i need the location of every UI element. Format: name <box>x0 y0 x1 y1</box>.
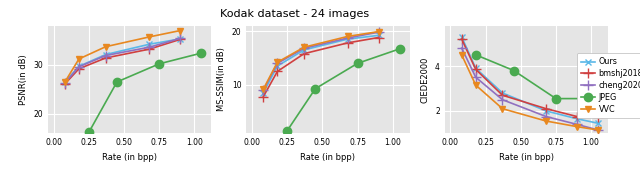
cheng2020 <box>300 47 308 49</box>
JPEG <box>198 52 205 54</box>
cheng2020 <box>472 76 479 78</box>
Line: VVC: VVC <box>458 51 602 134</box>
Ours <box>458 36 465 38</box>
Ours <box>102 54 109 56</box>
Line: cheng2020: cheng2020 <box>457 43 603 135</box>
Ours <box>472 67 479 69</box>
Line: cheng2020: cheng2020 <box>60 34 185 88</box>
bmshj2018 <box>61 83 68 85</box>
bmshj2018 <box>145 48 153 50</box>
Ours <box>300 49 308 51</box>
VVC <box>458 54 465 56</box>
bmshj2018 <box>75 68 83 70</box>
bmshj2018 <box>458 38 465 40</box>
Line: JPEG: JPEG <box>283 45 404 135</box>
Line: cheng2020: cheng2020 <box>259 27 383 95</box>
bmshj2018 <box>102 57 109 59</box>
JPEG <box>354 62 362 64</box>
Ours <box>75 65 83 67</box>
JPEG <box>113 81 121 83</box>
cheng2020 <box>61 82 68 84</box>
cheng2020 <box>75 66 83 68</box>
Y-axis label: MS-SSIM(in dB): MS-SSIM(in dB) <box>218 48 227 111</box>
Ours <box>375 34 383 36</box>
X-axis label: Rate (in bpp): Rate (in bpp) <box>301 153 355 162</box>
bmshj2018 <box>259 96 267 98</box>
cheng2020 <box>102 55 109 57</box>
Ours <box>61 81 68 83</box>
JPEG <box>595 98 602 100</box>
JPEG <box>156 63 163 65</box>
bmshj2018 <box>595 116 602 118</box>
VVC <box>102 46 109 48</box>
VVC <box>300 46 308 48</box>
Line: VVC: VVC <box>61 27 184 86</box>
Ours <box>499 92 506 94</box>
VVC <box>499 108 506 110</box>
Ours <box>595 122 602 124</box>
Y-axis label: PSNR(in dB): PSNR(in dB) <box>19 54 28 105</box>
bmshj2018 <box>573 116 581 118</box>
VVC <box>273 61 281 63</box>
Line: bmshj2018: bmshj2018 <box>60 35 185 89</box>
VVC <box>472 84 479 86</box>
cheng2020 <box>344 37 351 39</box>
cheng2020 <box>542 116 550 118</box>
Line: VVC: VVC <box>260 28 382 93</box>
JPEG <box>85 131 93 133</box>
bmshj2018 <box>344 42 351 44</box>
bmshj2018 <box>300 53 308 55</box>
Line: JPEG: JPEG <box>84 49 205 137</box>
VVC <box>61 81 68 83</box>
Ours <box>273 65 281 67</box>
VVC <box>145 36 153 38</box>
cheng2020 <box>458 47 465 49</box>
Line: Ours: Ours <box>458 33 602 127</box>
Ours <box>542 110 550 112</box>
Text: Kodak dataset - 24 images: Kodak dataset - 24 images <box>220 9 369 18</box>
Line: Ours: Ours <box>260 32 382 96</box>
Line: bmshj2018: bmshj2018 <box>259 33 383 102</box>
Ours <box>145 43 153 45</box>
VVC <box>344 35 351 37</box>
JPEG <box>510 70 518 72</box>
cheng2020 <box>273 62 281 64</box>
cheng2020 <box>375 31 383 33</box>
bmshj2018 <box>273 70 281 73</box>
Ours <box>259 92 267 94</box>
cheng2020 <box>595 129 602 131</box>
JPEG <box>284 130 291 132</box>
bmshj2018 <box>499 94 506 96</box>
cheng2020 <box>259 89 267 91</box>
VVC <box>259 88 267 90</box>
bmshj2018 <box>542 108 550 110</box>
Y-axis label: CIEDE2000: CIEDE2000 <box>420 56 429 103</box>
VVC <box>375 31 383 33</box>
JPEG <box>472 54 479 56</box>
JPEG <box>312 88 319 90</box>
VVC <box>75 58 83 60</box>
cheng2020 <box>177 37 184 39</box>
VVC <box>573 126 581 128</box>
X-axis label: Rate (in bpp): Rate (in bpp) <box>102 153 157 162</box>
Ours <box>573 118 581 120</box>
cheng2020 <box>499 99 506 101</box>
X-axis label: Rate (in bpp): Rate (in bpp) <box>499 153 554 162</box>
VVC <box>542 120 550 122</box>
Ours <box>177 38 184 40</box>
Line: JPEG: JPEG <box>472 51 602 103</box>
JPEG <box>552 98 560 100</box>
VVC <box>595 129 602 131</box>
Ours <box>344 38 351 40</box>
bmshj2018 <box>472 68 479 70</box>
VVC <box>177 30 184 32</box>
JPEG <box>396 48 404 50</box>
Line: Ours: Ours <box>61 35 184 86</box>
Line: bmshj2018: bmshj2018 <box>457 34 603 121</box>
cheng2020 <box>573 123 581 126</box>
bmshj2018 <box>177 38 184 40</box>
Legend: Ours, bmshj2018, cheng2020, JPEG, VVC: Ours, bmshj2018, cheng2020, JPEG, VVC <box>577 53 640 118</box>
cheng2020 <box>145 46 153 48</box>
bmshj2018 <box>375 36 383 38</box>
